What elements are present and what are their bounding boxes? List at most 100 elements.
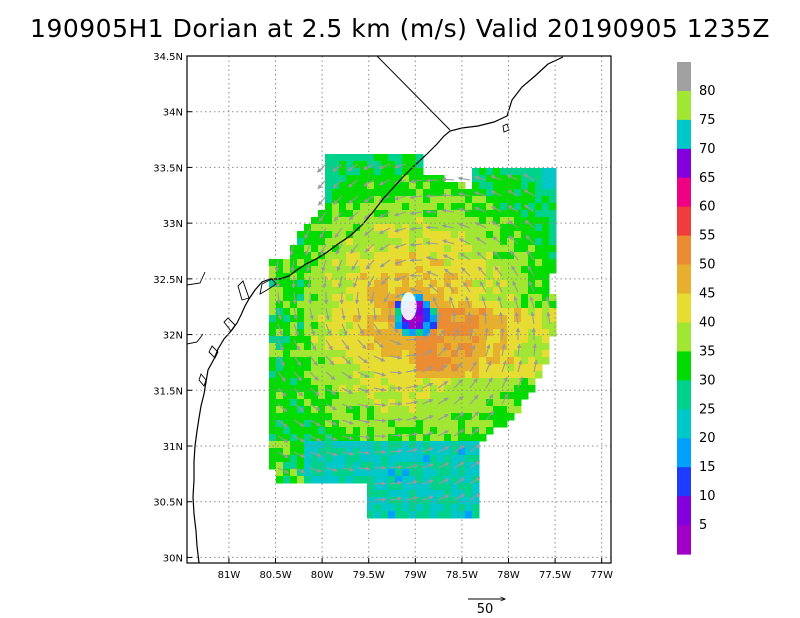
wind-speed-cell — [444, 434, 452, 442]
wind-speed-cell — [444, 448, 452, 456]
wind-vector — [394, 275, 407, 281]
wind-speed-cell — [451, 245, 459, 253]
wind-speed-cell — [486, 294, 494, 302]
wind-speed-cell — [444, 392, 452, 400]
wind-speed-cell — [507, 343, 515, 351]
wind-speed-cell — [409, 483, 417, 491]
wind-speed-cell — [437, 448, 445, 456]
lat-tick-label: 34N — [163, 108, 183, 119]
wind-speed-cell — [311, 371, 319, 379]
wind-speed-cell — [542, 231, 550, 239]
wind-speed-cell — [416, 238, 424, 246]
wind-speed-cell — [269, 413, 277, 421]
wind-speed-cell — [549, 217, 557, 225]
wind-speed-cell — [374, 168, 382, 176]
wind-speed-cell — [290, 294, 298, 302]
wind-vector — [309, 355, 318, 366]
wind-vector — [293, 307, 298, 321]
wind-speed-cell — [402, 483, 410, 491]
wind-speed-cell — [290, 364, 298, 372]
wind-speed-cell — [360, 364, 368, 372]
wind-vector — [325, 371, 336, 381]
wind-speed-cell — [353, 476, 361, 484]
wind-vector — [277, 387, 287, 397]
wind-speed-cell — [444, 203, 452, 211]
wind-speed-cell — [521, 315, 529, 323]
wind-speed-cell — [304, 343, 312, 351]
wind-speed-cell — [458, 196, 466, 204]
wind-vector — [425, 178, 439, 183]
wind-speed-cell — [402, 161, 410, 169]
wind-speed-cell — [290, 420, 298, 428]
wind-speed-cell — [514, 231, 522, 239]
wind-speed-cell — [353, 343, 361, 351]
wind-speed-cell — [486, 336, 494, 344]
wind-speed-cell — [514, 378, 522, 386]
wind-speed-cell — [493, 245, 501, 253]
wind-speed-cell — [430, 427, 438, 435]
wind-vector — [437, 364, 448, 373]
wind-speed-cell — [367, 357, 375, 365]
wind-speed-cell — [395, 182, 403, 190]
wind-speed-cell — [283, 280, 291, 288]
wind-speed-cell — [360, 245, 368, 253]
wind-speed-cell — [276, 441, 284, 449]
wind-vector — [421, 332, 432, 341]
wind-speed-cell — [423, 504, 431, 512]
wind-speed-cell — [479, 203, 487, 211]
wind-speed-cell — [479, 301, 487, 309]
wind-speed-cell — [402, 252, 410, 260]
wind-speed-cell — [416, 490, 424, 498]
wind-speed-cell — [402, 497, 410, 505]
wind-vector — [437, 329, 445, 341]
lon-tick-label: 80W — [311, 570, 334, 581]
wind-speed-cell — [269, 301, 277, 309]
wind-speed-cell — [367, 287, 375, 295]
wind-speed-cell — [416, 413, 424, 421]
wind-speed-cell — [500, 392, 508, 400]
wind-speed-cell — [325, 224, 333, 232]
wind-speed-cell — [416, 420, 424, 428]
wind-speed-cell — [318, 343, 326, 351]
wind-vector — [437, 462, 450, 469]
wind-vector — [277, 467, 290, 474]
wind-vector — [511, 265, 519, 277]
wind-speed-cell — [381, 504, 389, 512]
wind-speed-cell — [402, 343, 410, 351]
wind-speed-cell — [486, 203, 494, 211]
wind-speed-cell — [367, 224, 375, 232]
wind-speed-cell — [430, 504, 438, 512]
wind-speed-cell — [304, 224, 312, 232]
wind-vector — [309, 371, 319, 381]
wind-speed-cell — [374, 182, 382, 190]
wind-speed-cell — [409, 154, 417, 162]
wind-speed-cell — [388, 315, 396, 323]
wind-vector — [354, 291, 360, 305]
wind-speed-cell — [451, 238, 459, 246]
wind-speed-cell — [472, 210, 480, 218]
wind-speed-cell — [346, 455, 354, 463]
wind-speed-cell — [332, 210, 340, 218]
wind-speed-cell — [381, 392, 389, 400]
wind-vector — [469, 344, 476, 357]
wind-speed-cell — [549, 182, 557, 190]
lon-tick-label: 79W — [404, 570, 427, 581]
colorbar-label: 55 — [699, 229, 716, 244]
wind-vector — [532, 343, 537, 357]
wind-speed-cell — [416, 504, 424, 512]
wind-vector — [493, 251, 503, 261]
wind-speed-cell — [500, 322, 508, 330]
colorbar-label: 45 — [699, 287, 716, 302]
wind-vector — [277, 419, 288, 428]
colorbar-swatch — [677, 119, 691, 150]
wind-speed-cell — [409, 385, 417, 393]
wind-speed-cell — [486, 273, 494, 281]
wind-speed-cell — [283, 364, 291, 372]
wind-speed-cell — [514, 385, 522, 393]
wind-speed-cell — [458, 406, 466, 414]
wind-speed-cell — [472, 434, 480, 442]
wind-speed-cell — [409, 252, 417, 260]
wind-speed-cell — [521, 329, 529, 337]
wind-speed-cell — [374, 245, 382, 253]
colorbar-swatch — [677, 467, 691, 497]
